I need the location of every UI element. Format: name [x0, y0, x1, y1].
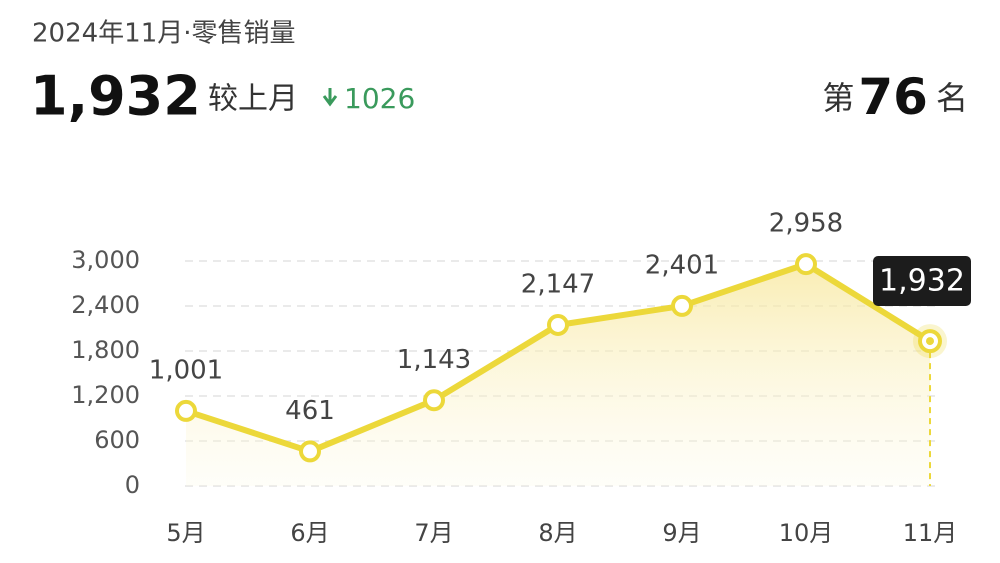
data-label: 2,401 — [645, 250, 719, 280]
x-tick-label: 6月 — [290, 519, 329, 547]
y-tick-label: 600 — [94, 426, 140, 454]
total: 1,932 — [30, 65, 201, 128]
title: 2024年11月·零售销量 — [32, 19, 296, 49]
y-tick-label: 1,800 — [71, 336, 140, 364]
x-tick-label: 5月 — [166, 519, 205, 547]
down-arrow — [322, 88, 338, 107]
y-tick-label: 1,200 — [71, 381, 140, 409]
data-label: 1,143 — [397, 345, 471, 375]
rank-suffix: 名 — [936, 79, 968, 117]
y-tick-label: 0 — [125, 471, 140, 499]
data-label: 2,958 — [769, 209, 843, 239]
rank: 第76 名 — [822, 68, 968, 126]
data-label: 461 — [285, 396, 335, 426]
area — [186, 264, 930, 486]
y-tick-label: 3,000 — [71, 246, 140, 274]
marker — [423, 389, 445, 412]
data-label: 2,147 — [521, 269, 595, 299]
rank-prefix: 第 — [822, 79, 854, 117]
tooltip — [873, 256, 971, 306]
rank-number: 76 — [858, 68, 928, 126]
x-tick-label: 10月 — [779, 519, 834, 547]
data-label: 1,001 — [149, 355, 223, 385]
change: 1026 — [344, 82, 415, 115]
x-tick-label: 9月 — [662, 519, 701, 547]
compare-label: 较上月 — [208, 82, 298, 117]
x-tick-label: 11月 — [903, 519, 958, 547]
marker — [175, 399, 197, 422]
marker — [795, 253, 817, 276]
marker — [547, 313, 569, 336]
x-tick-label: 8月 — [538, 519, 577, 547]
x-tick-label: 7月 — [414, 519, 453, 547]
tooltip-label: 1,932 — [879, 264, 965, 299]
marker-dot — [926, 337, 934, 346]
y-tick-label: 2,400 — [71, 291, 140, 319]
marker — [299, 440, 321, 463]
marker — [671, 294, 693, 317]
